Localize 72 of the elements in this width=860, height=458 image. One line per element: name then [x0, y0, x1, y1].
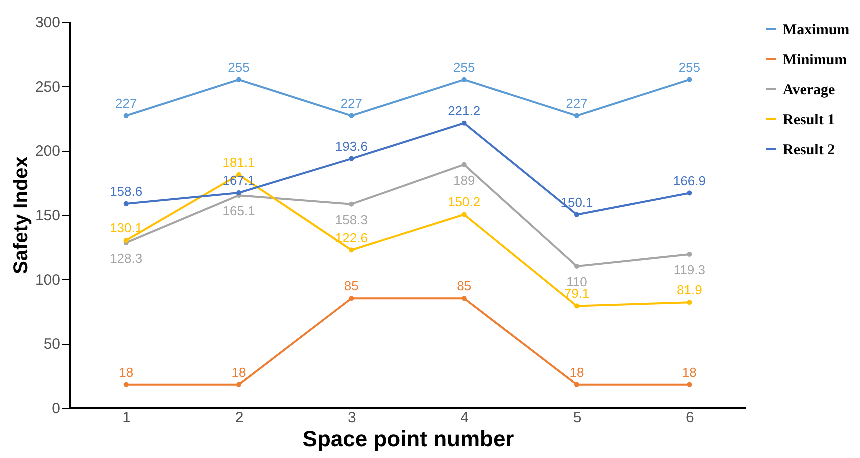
- legend-label: Average: [783, 82, 836, 98]
- data-label: 255: [453, 60, 476, 75]
- y-tick-label: 250: [35, 78, 60, 96]
- data-label: 18: [682, 364, 697, 380]
- data-label: 128.3: [110, 250, 143, 266]
- x-tick-label: 1: [122, 410, 132, 426]
- data-label: 122.6: [335, 230, 368, 246]
- point: [462, 212, 467, 218]
- x-tick-label: 5: [573, 410, 582, 426]
- data-label: 255: [228, 60, 250, 75]
- data-label: 85: [457, 278, 472, 294]
- legend-label: Minimum: [783, 52, 848, 68]
- data-label: 165.1: [222, 204, 256, 219]
- legend-label: Maximum: [783, 22, 850, 38]
- data-label: 158.3: [335, 212, 368, 228]
- data-label: 181.1: [222, 154, 256, 170]
- y-tick-label: 50: [44, 336, 60, 354]
- x-tick-label: 6: [686, 410, 694, 426]
- data-label: 227: [115, 96, 138, 111]
- y-tick-label: 0: [52, 400, 60, 418]
- x-tick-label: 4: [460, 410, 470, 426]
- data-label: 18: [232, 364, 246, 380]
- point: [462, 296, 467, 302]
- point: [236, 382, 242, 388]
- data-label: 227: [340, 96, 363, 111]
- point: [236, 190, 242, 196]
- data-label: 130.1: [110, 220, 143, 236]
- data-label: 189: [453, 172, 476, 188]
- point: [462, 77, 467, 82]
- data-label: 18: [119, 364, 134, 380]
- data-label: 18: [570, 364, 584, 380]
- point: [574, 382, 580, 388]
- point: [687, 190, 692, 196]
- x-tick-label: 2: [235, 410, 244, 426]
- data-label: 221.2: [448, 103, 481, 118]
- point: [236, 77, 242, 82]
- point: [349, 156, 354, 162]
- point: [687, 252, 692, 257]
- data-label: 81.9: [677, 282, 702, 298]
- y-axis-title: Safety Index: [10, 156, 32, 274]
- y-tick-label: 300: [35, 14, 60, 32]
- legend-label: Result 2: [783, 142, 836, 158]
- point: [574, 212, 580, 218]
- legend-label: Result 1: [783, 112, 836, 128]
- point: [349, 202, 354, 207]
- data-label: 193.6: [335, 138, 368, 154]
- point: [462, 120, 467, 126]
- x-tick-label: 3: [348, 410, 356, 426]
- point: [462, 162, 467, 168]
- point: [349, 248, 354, 253]
- point: [349, 296, 354, 302]
- data-label: 85: [344, 278, 359, 294]
- point: [349, 113, 354, 118]
- point: [687, 77, 692, 82]
- point: [124, 201, 129, 206]
- data-label: 158.6: [110, 184, 143, 199]
- point: [687, 300, 692, 306]
- point: [124, 382, 129, 388]
- data-label: 150.2: [448, 194, 481, 210]
- point: [687, 382, 692, 388]
- data-label: 166.9: [673, 173, 706, 188]
- data-label: 255: [678, 60, 701, 75]
- y-tick-label: 150: [35, 208, 60, 224]
- point: [124, 113, 129, 118]
- x-axis-title: Space point number: [302, 426, 515, 452]
- point: [574, 264, 580, 269]
- data-label: 227: [566, 96, 588, 111]
- point: [574, 304, 580, 309]
- y-tick-label: 100: [35, 272, 60, 289]
- y-tick-label: 200: [35, 143, 60, 160]
- point: [574, 113, 580, 118]
- data-label: 119.3: [674, 262, 706, 278]
